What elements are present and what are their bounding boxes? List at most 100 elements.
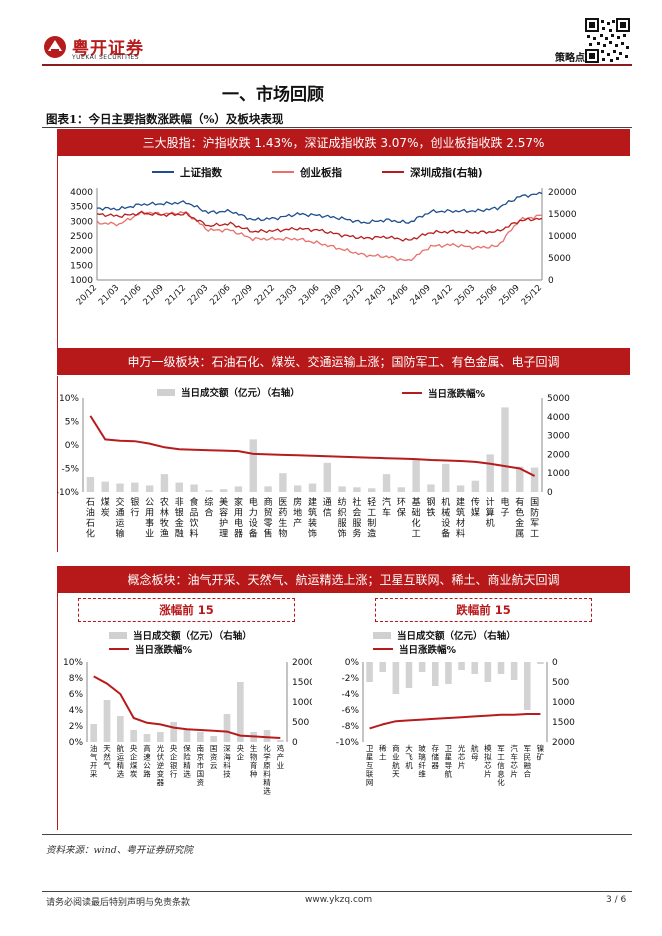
x-tick-label: 22/09 (230, 283, 254, 307)
category-label: 卫星互联网 (366, 744, 374, 787)
footer-website-link[interactable]: www.ykzq.com (305, 895, 373, 905)
series-line-1 (96, 210, 543, 262)
y-tick-label-left: 4000 (70, 188, 93, 198)
category-label: 钢铁 (426, 496, 435, 519)
category-label: 光伏逆变器 (157, 743, 165, 787)
y-tick-label-left: 6% (69, 690, 84, 700)
volume-bar (279, 473, 287, 492)
volume-bar (510, 662, 518, 680)
category-label: 机械设备 (441, 496, 450, 540)
volume-bar (397, 487, 406, 492)
volume-bar (353, 487, 361, 492)
y-tick-label-left: 5% (65, 418, 80, 428)
y-tick-label-right: 1000 (292, 698, 312, 708)
legend-label: 当日涨跌幅% (428, 388, 486, 400)
volume-bar (308, 483, 317, 492)
volume-bar (392, 662, 400, 694)
category-label: 有色金属 (515, 496, 524, 540)
volume-bar (484, 662, 492, 682)
volume-bar (524, 662, 531, 710)
volume-bar (157, 732, 164, 742)
legend-swatch (157, 389, 175, 396)
volume-bar (160, 474, 169, 492)
volume-bar (175, 482, 183, 492)
y-tick-label-left: -5% (61, 465, 79, 475)
bottom15-concept-chart: 当日成交额（亿元）（右轴） 当日涨跌幅% -10% -8% -6% -4% -2% 0% 0 50… (336, 630, 575, 787)
volume-bar (382, 474, 391, 492)
source-divider (42, 834, 632, 835)
bottom15-box: 跌幅前 15 (375, 598, 592, 622)
logo-mark-icon (44, 36, 66, 58)
category-label: 军民融合 (524, 744, 532, 779)
category-label: 保险精选 (183, 744, 191, 779)
volume-bar (471, 480, 480, 492)
legend-label: 当日成交额（亿元）（右轴） (133, 630, 252, 642)
legend-label: 上证指数 (180, 166, 222, 179)
sw-sector-chart: 当日成交额（亿元）（右轴） 当日涨跌幅% -10% -5% 0% 5% 10% 0 1000 20… (57, 387, 570, 540)
x-tick-label: 24/12 (431, 283, 455, 307)
volume-bar (368, 488, 376, 492)
x-tick-label: 21/06 (119, 283, 143, 307)
category-label: 国资云 (210, 744, 218, 770)
x-tick-label: 20/12 (75, 283, 99, 307)
category-label: 计算机 (486, 496, 495, 529)
y-tick-label-left: 4% (69, 706, 84, 716)
logo: 粤开证券 YUEKAI SECURITIES (42, 34, 162, 64)
y-tick-label-left: -8% (341, 722, 359, 732)
category-label: 鸡产业 (277, 743, 285, 770)
category-label: 电子 (500, 496, 509, 519)
y-tick-label-right: 1500 (292, 678, 312, 688)
y-tick-label-right: 0 (552, 658, 558, 668)
logo-en: YUEKAI SECURITIES (72, 54, 140, 61)
volume-bar (263, 730, 271, 742)
y-tick-label-right: 1500 (552, 718, 575, 728)
change-line (89, 415, 536, 477)
footer-page-number: 3 / 6 (606, 895, 627, 905)
volume-bar (101, 481, 109, 492)
volume-bar (143, 734, 151, 742)
logo-cn: 粤开证券 (72, 39, 144, 59)
section-title: 一、市场回顾 (222, 85, 324, 105)
volume-bar (130, 730, 137, 742)
category-label: 房地产 (293, 496, 302, 529)
volume-bar (190, 484, 198, 492)
y-tick-label-right: 0 (548, 276, 554, 286)
category-label: 家用电器 (234, 496, 243, 540)
x-tick-label: 24/03 (364, 283, 388, 307)
x-tick-label: 23/03 (275, 283, 299, 307)
category-label: 交通运输 (116, 496, 125, 540)
y-tick-label-left: -6% (341, 706, 359, 716)
category-label: 公用事业 (145, 497, 154, 540)
volume-bar (497, 662, 505, 674)
category-label: 模拟芯片 (484, 743, 492, 779)
section-guide-line (57, 580, 58, 830)
volume-bar (277, 740, 284, 742)
y-tick-label-right: 20000 (548, 188, 577, 198)
category-label: 通信 (323, 497, 332, 519)
legend-label: 创业板指 (299, 166, 342, 179)
y-tick-label-left: 1000 (70, 276, 93, 286)
y-tick-label-right: 2000 (552, 738, 575, 748)
volume-bar (338, 486, 346, 492)
category-label: 银行 (130, 496, 139, 519)
y-tick-label-right: 10000 (548, 232, 577, 242)
y-tick-label-left: 3500 (70, 203, 93, 213)
series-line-0 (96, 191, 543, 224)
change-line (93, 675, 281, 739)
footer-divider (42, 891, 632, 892)
volume-bar (458, 662, 465, 670)
category-label: 化学原料精选 (263, 743, 271, 796)
volume-bar (219, 489, 228, 492)
legend-swatch (109, 632, 127, 639)
x-tick-label: 25/03 (453, 283, 477, 307)
category-label: 存储器 (432, 743, 440, 770)
y-tick-label-left: -2% (341, 674, 359, 684)
section-guide-line (57, 129, 58, 349)
top15-concept-chart: 当日成交额（亿元）（右轴） 当日涨跌幅% 0% 2% 4% 6% 8% 10% 0 500 1000… (63, 630, 312, 796)
volume-bar (323, 462, 332, 492)
volume-bar (418, 662, 426, 672)
category-label: 基础化工 (412, 496, 421, 540)
volume-bar (234, 486, 243, 492)
footer-disclaimer-link[interactable]: 请务必阅读最后特别声明与免责条款 (46, 898, 191, 908)
volume-bar (442, 463, 450, 492)
